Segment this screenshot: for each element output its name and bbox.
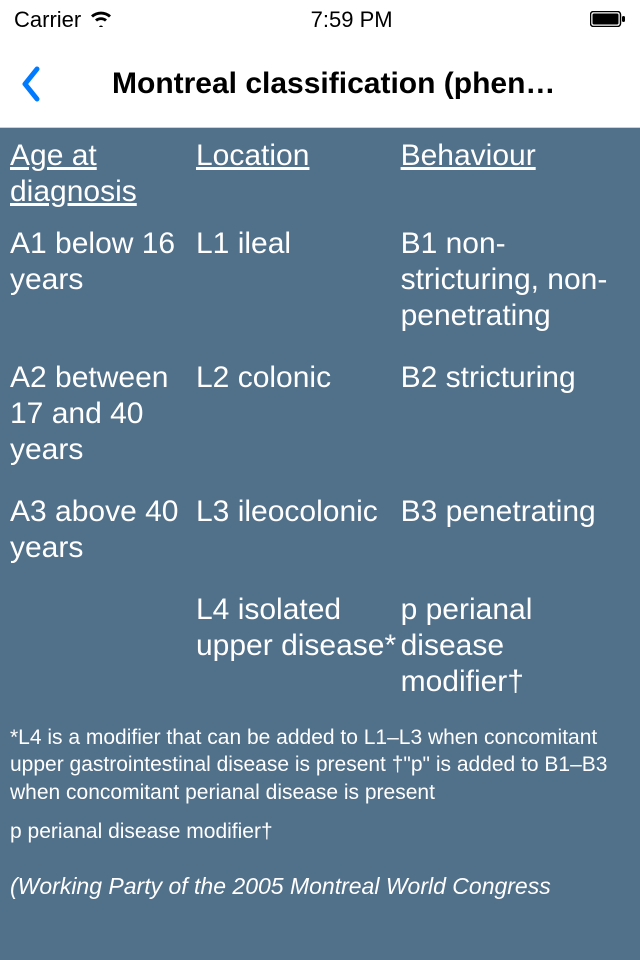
cell-age: A1 below 16 years	[10, 220, 196, 354]
footnote: *L4 is a modifier that can be added to L…	[10, 720, 630, 814]
battery-icon	[590, 7, 626, 33]
cell-location: L2 colonic	[196, 354, 401, 488]
content-area: Age at diagnosis Location Behaviour A1 b…	[0, 128, 640, 960]
wifi-icon	[89, 7, 113, 33]
header-age: Age at diagnosis	[10, 136, 196, 220]
table-row: A2 between 17 and 40 years L2 colonic B2…	[10, 354, 630, 488]
cell-location: L3 ileocolonic	[196, 488, 401, 586]
page-title: Montreal classification (phen…	[52, 67, 632, 101]
classification-table: Age at diagnosis Location Behaviour A1 b…	[10, 136, 630, 720]
table-row: L4 isolated upper disease* p perianal di…	[10, 586, 630, 720]
carrier-label: Carrier	[14, 7, 81, 33]
footnote-secondary: p perianal disease modifier†	[10, 814, 630, 854]
citation: (Working Party of the 2005 Montreal Worl…	[10, 854, 630, 902]
table-header-row: Age at diagnosis Location Behaviour	[10, 136, 630, 220]
header-location: Location	[196, 136, 401, 220]
status-time: 7:59 PM	[311, 7, 393, 33]
back-button[interactable]	[8, 62, 52, 106]
table-row: A1 below 16 years L1 ileal B1 non-strict…	[10, 220, 630, 354]
cell-age: A2 between 17 and 40 years	[10, 354, 196, 488]
cell-location: L1 ileal	[196, 220, 401, 354]
status-left: Carrier	[14, 7, 113, 33]
cell-behaviour: p perianal disease modifier†	[401, 586, 630, 720]
cell-behaviour: B3 penetrating	[401, 488, 630, 586]
nav-bar: Montreal classification (phen…	[0, 40, 640, 128]
cell-behaviour: B1 non-stricturing, non-penetrating	[401, 220, 630, 354]
chevron-left-icon	[19, 65, 41, 103]
table-row: A3 above 40 years L3 ileocolonic B3 pene…	[10, 488, 630, 586]
status-right	[590, 7, 626, 33]
cell-location: L4 isolated upper disease*	[196, 586, 401, 720]
cell-age	[10, 586, 196, 720]
header-behaviour: Behaviour	[401, 136, 630, 220]
status-bar: Carrier 7:59 PM	[0, 0, 640, 40]
cell-behaviour: B2 stricturing	[401, 354, 630, 488]
cell-age: A3 above 40 years	[10, 488, 196, 586]
